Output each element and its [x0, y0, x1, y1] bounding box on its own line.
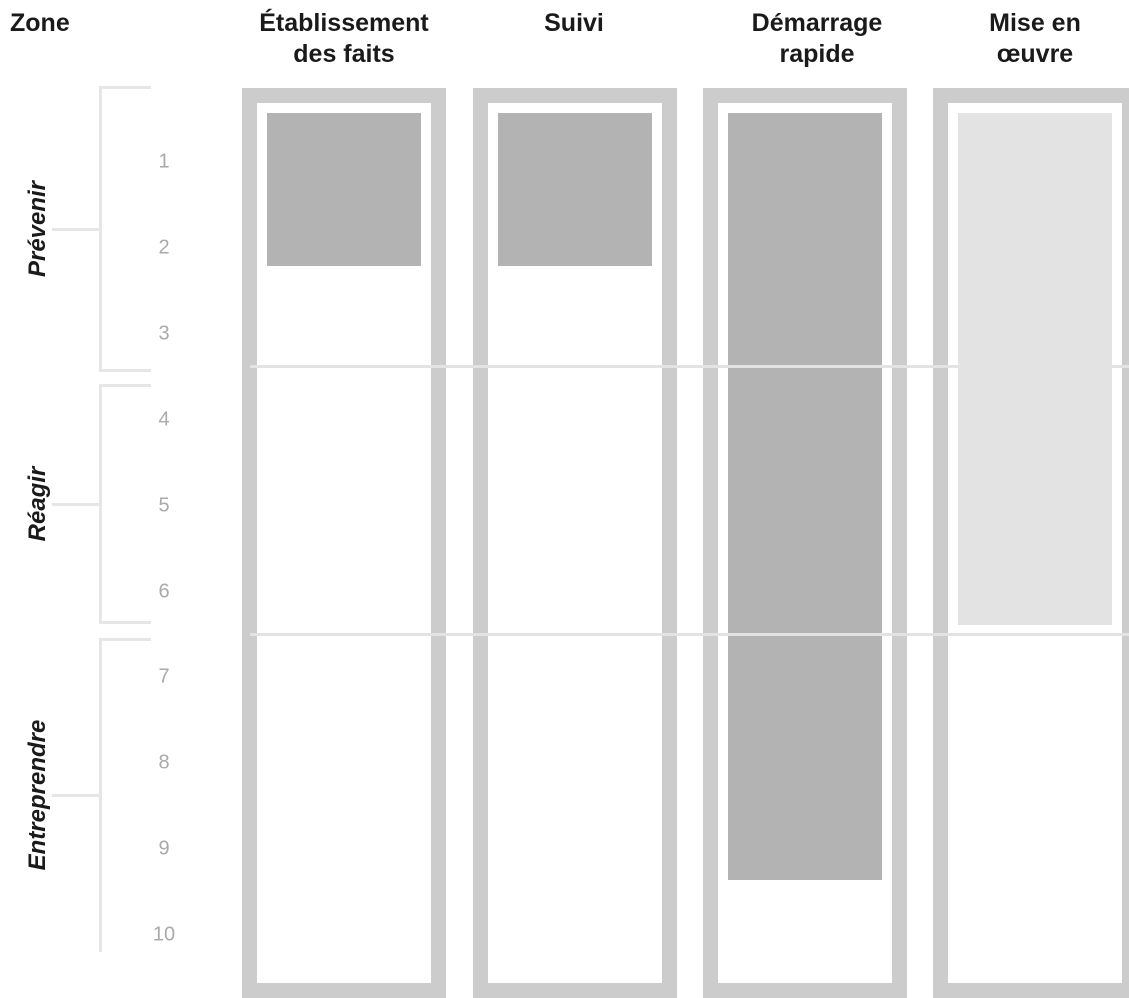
step-number: 5: [158, 494, 170, 517]
zone-divider-line: [250, 365, 1129, 368]
zone-label: Entreprendre: [24, 719, 51, 871]
column-frame: [473, 88, 677, 998]
step-number: 2: [158, 236, 170, 259]
column-header: Démarrage rapide: [751, 9, 883, 68]
column-bar: [958, 113, 1112, 625]
column-bar: [728, 113, 882, 880]
column-frame: [933, 88, 1129, 998]
zone-bracket: [99, 638, 151, 952]
zone-tick: [52, 794, 99, 797]
column-frame: [242, 88, 446, 998]
zone-bracket: [99, 86, 151, 372]
zone-header: Zone: [10, 9, 70, 37]
step-number: 6: [158, 580, 170, 602]
step-number: 1: [158, 150, 170, 173]
step-number: 8: [158, 751, 170, 774]
step-number: 9: [158, 837, 170, 860]
zone-label: Prévenir: [24, 180, 51, 278]
step-number: 4: [158, 408, 170, 431]
column-header: Établissement des faits: [259, 9, 429, 68]
column-bar: [498, 113, 652, 266]
column-header: Mise en œuvre: [989, 9, 1081, 68]
zone-tick: [52, 228, 99, 231]
zone-bracket: [99, 384, 151, 624]
step-number: 7: [158, 665, 170, 688]
zone-tick: [52, 503, 99, 506]
step-number: 3: [158, 322, 170, 345]
column-header: Suivi: [544, 9, 604, 37]
column-bar: [267, 113, 421, 266]
zone-divider-line: [250, 633, 1129, 636]
zone-label: Réagir: [24, 466, 51, 542]
step-number: 10: [152, 923, 176, 946]
column-frame: [703, 88, 907, 998]
